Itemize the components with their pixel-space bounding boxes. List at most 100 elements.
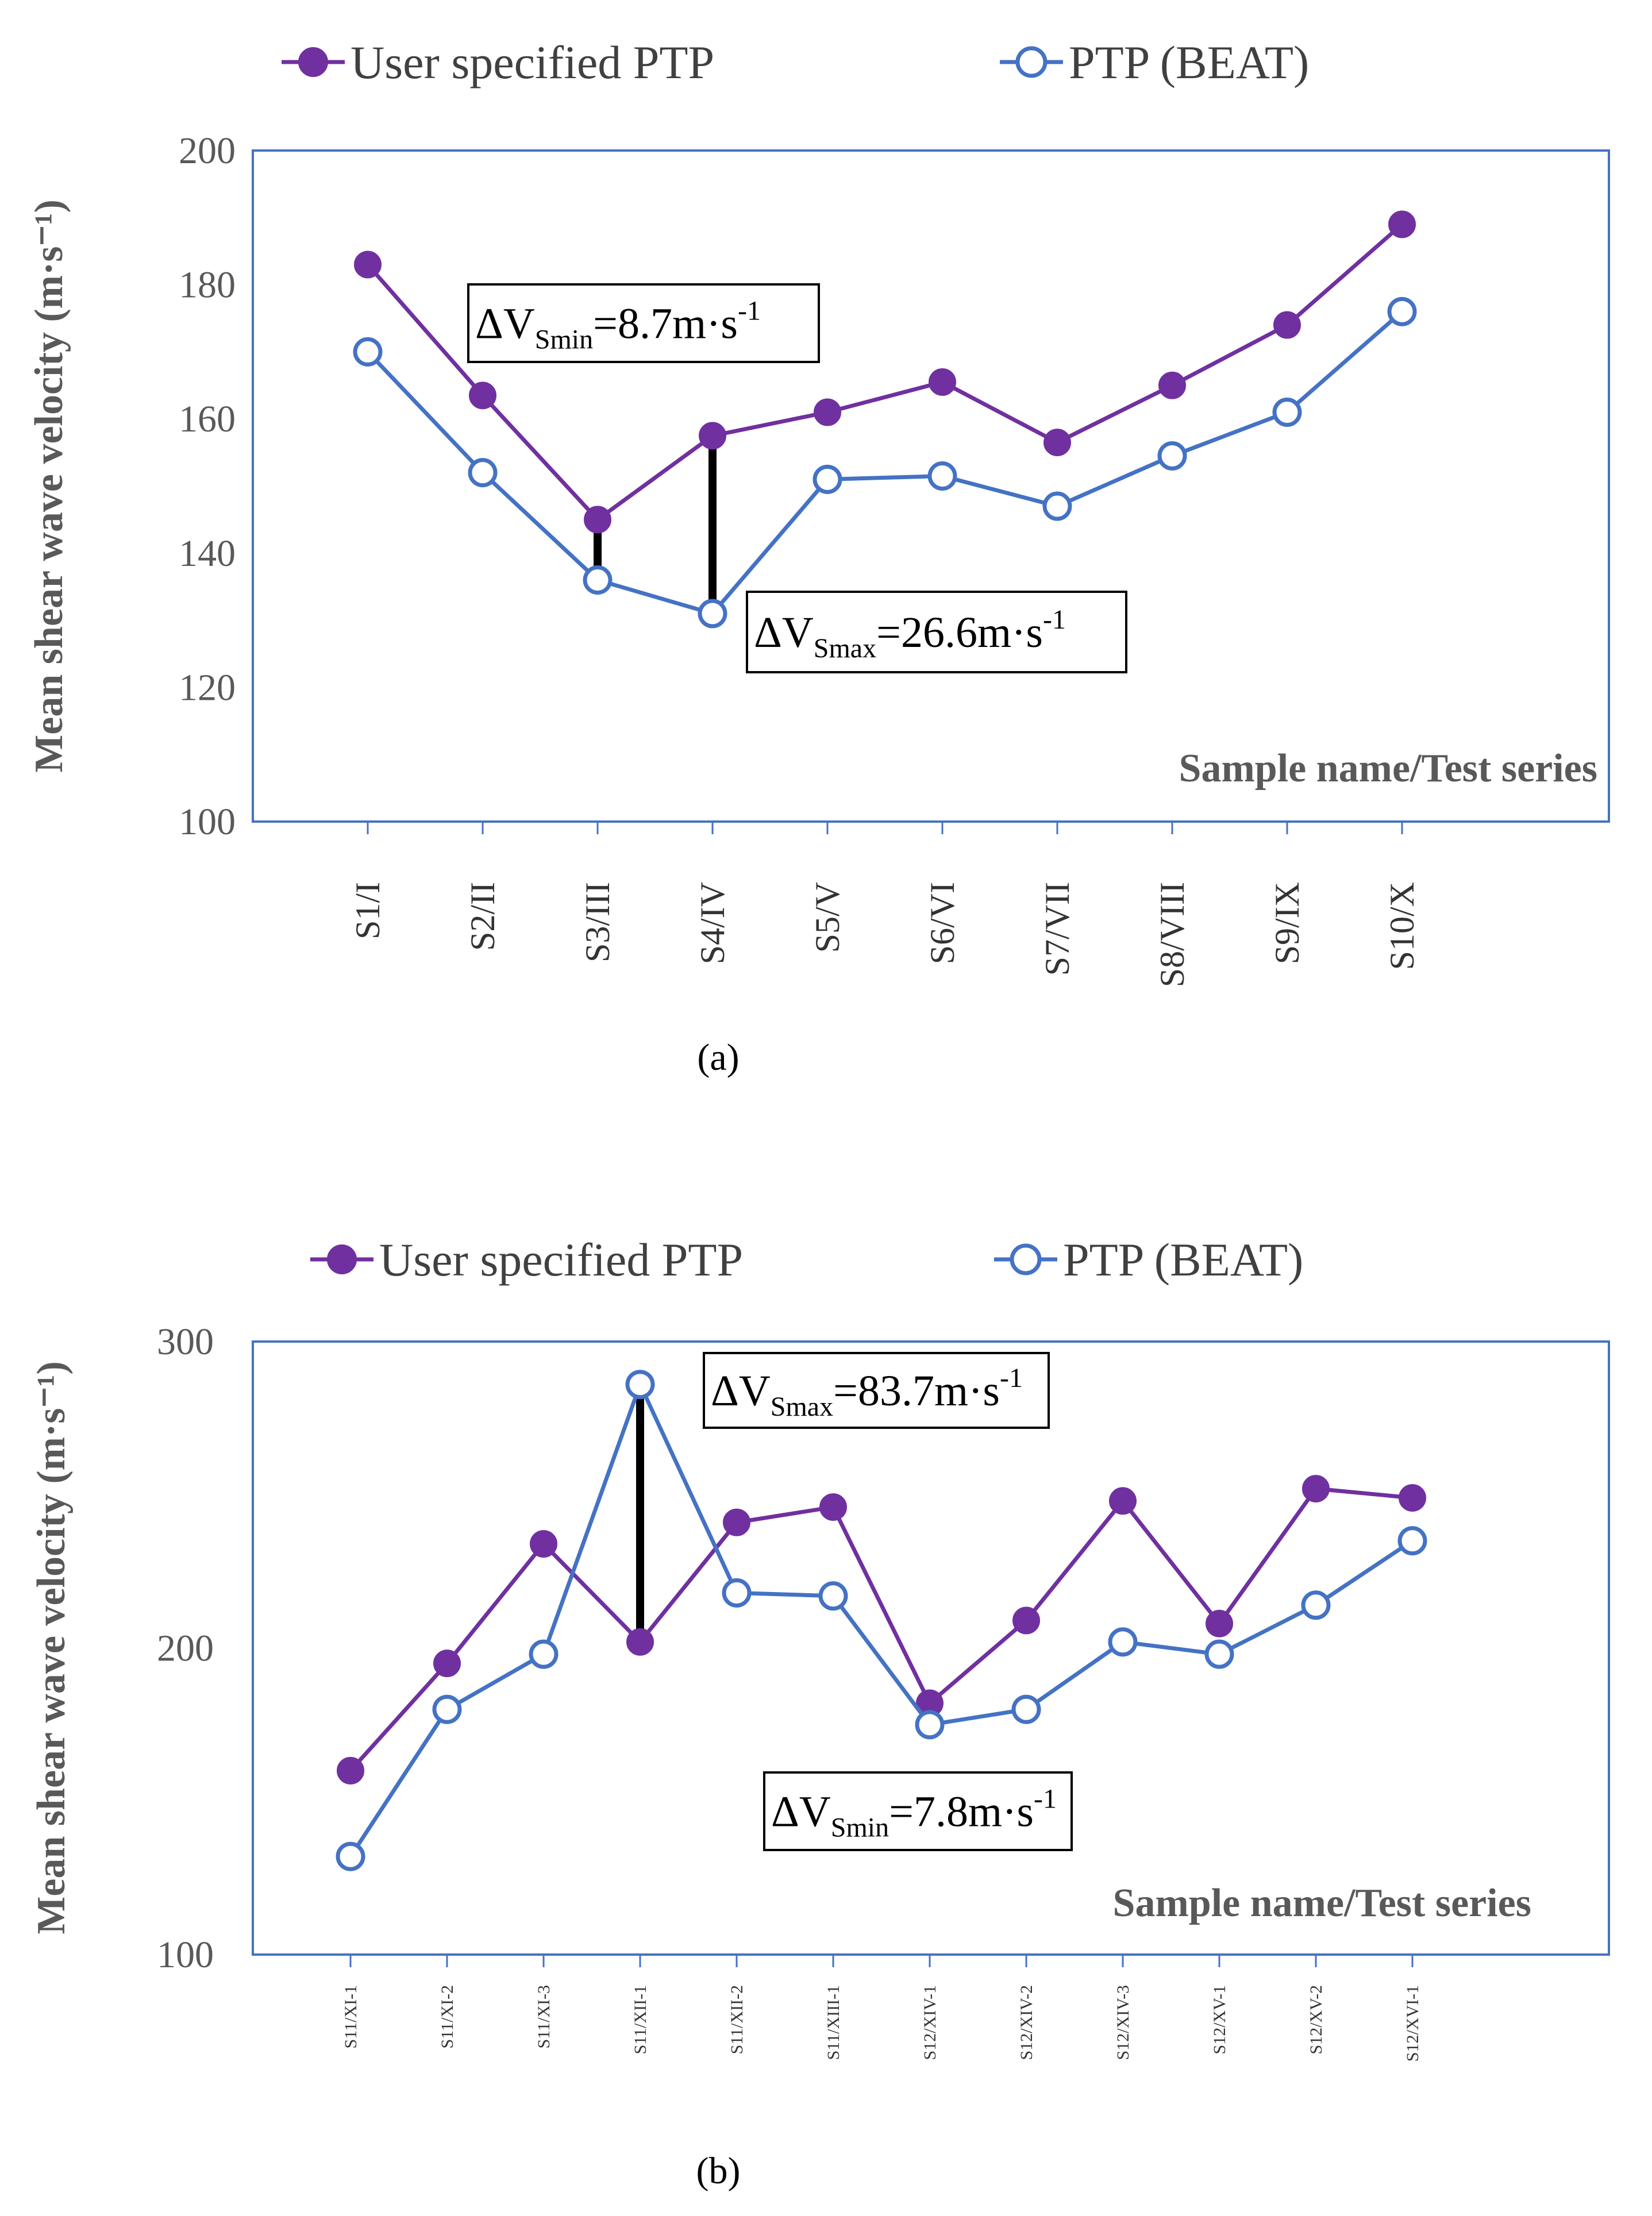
- x-category-label: S2/II: [464, 882, 502, 951]
- panel-label: (a): [697, 1036, 739, 1078]
- data-point-beat-ptp: [353, 337, 383, 367]
- annotation-text: ΔVSmin=7.8m·s-1: [771, 1784, 1057, 1843]
- data-point-user-ptp: [814, 398, 841, 426]
- data-point-user-ptp: [1206, 1609, 1233, 1637]
- annotation-box: [746, 591, 1127, 673]
- annotation-text: ΔVSmax=26.6m·s-1: [754, 604, 1066, 664]
- x-category-label: S12/XIV-1: [921, 1985, 939, 2060]
- annotation-box: [703, 1352, 1050, 1429]
- data-point-user-ptp: [584, 506, 611, 534]
- annotation-sub: Smin: [831, 1813, 889, 1843]
- delta-annotation: ΔVSmin=8.7m·s-1: [467, 283, 820, 363]
- legend-label: PTP (BEAT): [1063, 1234, 1303, 1286]
- x-category-label: S11/XI-2: [438, 1985, 457, 2049]
- data-point-user-ptp: [929, 368, 956, 396]
- data-point-user-ptp: [819, 1493, 847, 1521]
- annotation-text: ΔVSmax=83.7m·s-1: [711, 1363, 1023, 1422]
- panel-label: (b): [696, 2150, 741, 2192]
- data-point-user-ptp: [1388, 210, 1416, 238]
- annotation-sub: Smax: [771, 1392, 833, 1422]
- series-line-user-ptp: [349, 1486, 1413, 1772]
- x-category-label: S12/XV-1: [1210, 1985, 1229, 2055]
- y-axis-title: Mean shear wave velocity (m·s⁻¹): [29, 1361, 74, 1934]
- x-category-label: S11/XII-2: [727, 1985, 746, 2055]
- annotation-sup: -1: [1000, 1363, 1023, 1393]
- x-category-label: S12/XIV-2: [1017, 1985, 1036, 2060]
- x-axis-title: Sample name/Test series: [1179, 746, 1597, 791]
- delta-annotation: ΔVSmax=83.7m·s-1: [703, 1352, 1050, 1429]
- x-category-label: S8/VIII: [1153, 882, 1191, 987]
- series-line-beat-ptp: [349, 1379, 1414, 1858]
- annotation-main: ΔV: [754, 608, 814, 657]
- x-category-label: S12/XIV-3: [1114, 1985, 1133, 2060]
- y-tick-label: 160: [179, 398, 236, 440]
- x-category-label: S3/III: [579, 882, 617, 962]
- data-point-user-ptp: [1273, 311, 1301, 339]
- data-point-beat-ptp: [1042, 491, 1072, 521]
- data-point-beat-ptp: [915, 1710, 945, 1740]
- y-tick-label: 200: [179, 130, 236, 172]
- data-point-user-ptp: [1043, 429, 1071, 457]
- data-point-beat-ptp: [722, 1578, 752, 1608]
- data-point-beat-ptp: [1157, 441, 1187, 471]
- annotation-main: ΔV: [475, 300, 535, 348]
- x-category-label: S4/IV: [694, 882, 731, 964]
- data-point-beat-ptp: [583, 565, 613, 595]
- y-tick-label: 180: [179, 264, 236, 306]
- x-category-label: S11/XI-3: [534, 1985, 553, 2049]
- data-point-user-ptp: [1012, 1606, 1040, 1635]
- legend: User specified PTP PTP (BEAT): [310, 1234, 1303, 1286]
- annotation-value: =8.7m·s: [593, 300, 738, 348]
- y-axis-title: Mean shear wave velocity (m·s⁻¹): [27, 199, 71, 773]
- x-axis-title: Sample name/Test series: [1113, 1881, 1531, 1925]
- x-category-label: S6/VI: [923, 882, 961, 964]
- annotation-sup: -1: [738, 296, 761, 326]
- x-category-label: S9/IX: [1268, 882, 1306, 964]
- data-point-beat-ptp: [432, 1694, 462, 1724]
- x-category-label: S7/VII: [1038, 882, 1076, 976]
- annotation-value: =26.6m·s: [876, 608, 1043, 657]
- data-point-beat-ptp: [1272, 398, 1302, 427]
- data-point-beat-ptp: [698, 599, 727, 629]
- x-category-label: S1/I: [349, 882, 387, 939]
- y-tick-label: 140: [179, 533, 236, 575]
- chart-panel-a: 100 120 140 160 180 200 S1/I S2/II S3/III S4/IV S5…: [27, 36, 1610, 1078]
- annotation-main: ΔV: [711, 1367, 771, 1415]
- annotation-text: ΔVSmin=8.7m·s-1: [475, 296, 761, 355]
- annotation-box: [467, 283, 820, 363]
- data-point-beat-ptp: [812, 464, 842, 494]
- annotation-value: =83.7m·s: [833, 1367, 1000, 1415]
- data-point-beat-ptp: [336, 1841, 365, 1871]
- x-category-label: S11/XI-1: [341, 1985, 360, 2049]
- plot-frame: [252, 1340, 1610, 1956]
- annotation-box: [763, 1771, 1073, 1851]
- legend-label: User specified PTP: [379, 1234, 743, 1286]
- data-point-user-ptp: [354, 250, 382, 279]
- series-line-beat-ptp: [366, 310, 1404, 616]
- data-point-beat-ptp: [625, 1370, 655, 1400]
- x-category-label: S12/XV-2: [1307, 1985, 1326, 2055]
- annotation-sub: Smin: [535, 325, 593, 355]
- data-point-beat-ptp: [1204, 1639, 1234, 1669]
- data-point-user-ptp: [723, 1508, 750, 1536]
- x-category-label: S10/X: [1383, 882, 1421, 970]
- x-category-label: S11/XIII-1: [824, 1985, 843, 2060]
- data-point-user-ptp: [1109, 1487, 1137, 1515]
- data-point-user-ptp: [699, 422, 726, 450]
- y-tick-label: 100: [179, 801, 236, 843]
- delta-annotation: ΔVSmin=7.8m·s-1: [763, 1771, 1073, 1851]
- x-category-label: S11/XII-1: [631, 1985, 650, 2055]
- data-point-user-ptp: [469, 381, 496, 410]
- data-point-beat-ptp: [1108, 1627, 1138, 1657]
- delta-annotation: ΔVSmax=26.6m·s-1: [746, 591, 1127, 673]
- annotation-sup: -1: [1043, 604, 1066, 635]
- chart-panel-b: 100 200 300 S11/XI-1 S11/XI-2 S11/XI-3 S11/XII…: [29, 1234, 1610, 2192]
- annotation-main: ΔV: [771, 1788, 831, 1836]
- data-point-beat-ptp: [529, 1639, 559, 1669]
- annotation-sub: Smax: [814, 633, 876, 664]
- legend-marker-open: [1010, 1243, 1042, 1275]
- legend-marker-open: [1015, 46, 1048, 78]
- data-point-beat-ptp: [468, 458, 498, 488]
- data-point-beat-ptp: [1011, 1694, 1041, 1724]
